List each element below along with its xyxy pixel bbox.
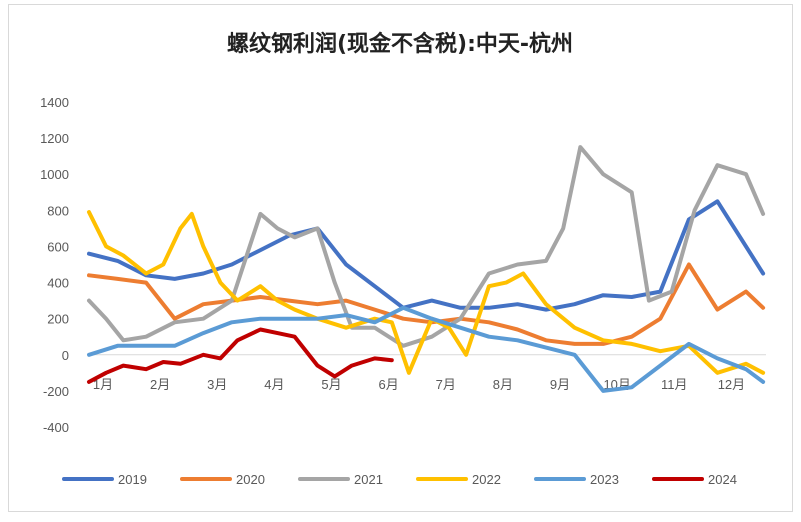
y-tick-label: -200	[43, 384, 69, 399]
x-tick-label: 1月	[93, 377, 113, 392]
x-tick-label: 3月	[207, 377, 227, 392]
x-tick-label: 7月	[436, 377, 456, 392]
x-tick-label: 9月	[550, 377, 570, 392]
series-line-2019	[87, 199, 766, 312]
x-axis-ticks: 1月 2月 3月 4月 5月 6月 7月 8月 9月 10月 11月 12月	[93, 377, 745, 392]
legend-label-2023: 2023	[590, 472, 619, 487]
series-layer	[87, 145, 766, 393]
legend-label-2021: 2021	[354, 472, 383, 487]
legend-label-2022: 2022	[472, 472, 501, 487]
x-tick-label: 5月	[321, 377, 341, 392]
chart-frame: 螺纹钢利润(现金不含税):中天-杭州 1400 1200 1000 800 600 400…	[8, 4, 793, 512]
series-line-2021	[87, 145, 766, 348]
y-tick-label: 0	[62, 348, 69, 363]
y-tick-label: 600	[47, 239, 69, 254]
y-axis-ticks: 1400 1200 1000 800 600 400 200 0 -200 -400	[40, 95, 69, 435]
y-tick-label: 400	[47, 276, 69, 291]
chart-title: 螺纹钢利润(现金不含税):中天-杭州	[227, 31, 573, 57]
y-tick-label: 1200	[40, 131, 69, 146]
y-tick-label: 200	[47, 312, 69, 327]
x-tick-label: 2月	[150, 377, 170, 392]
series-line-2024	[87, 327, 394, 384]
x-tick-label: 6月	[379, 377, 399, 392]
x-tick-label: 12月	[718, 377, 745, 392]
line-chart: 螺纹钢利润(现金不含税):中天-杭州 1400 1200 1000 800 600 400…	[40, 31, 766, 487]
legend-label-2024: 2024	[708, 472, 737, 487]
x-tick-label: 11月	[661, 377, 688, 392]
legend-label-2020: 2020	[236, 472, 265, 487]
y-tick-label: 800	[47, 203, 69, 218]
series-line-2022	[87, 210, 766, 375]
y-tick-label: 1400	[40, 95, 69, 110]
x-tick-label: 4月	[264, 377, 284, 392]
series-line-2023	[87, 305, 766, 393]
legend-label-2019: 2019	[118, 472, 147, 487]
y-tick-label: 1000	[40, 167, 69, 182]
legend: 2019 2020 2021 2022 2023 2024	[62, 472, 737, 487]
x-tick-label: 8月	[493, 377, 513, 392]
y-tick-label: -400	[43, 420, 69, 435]
